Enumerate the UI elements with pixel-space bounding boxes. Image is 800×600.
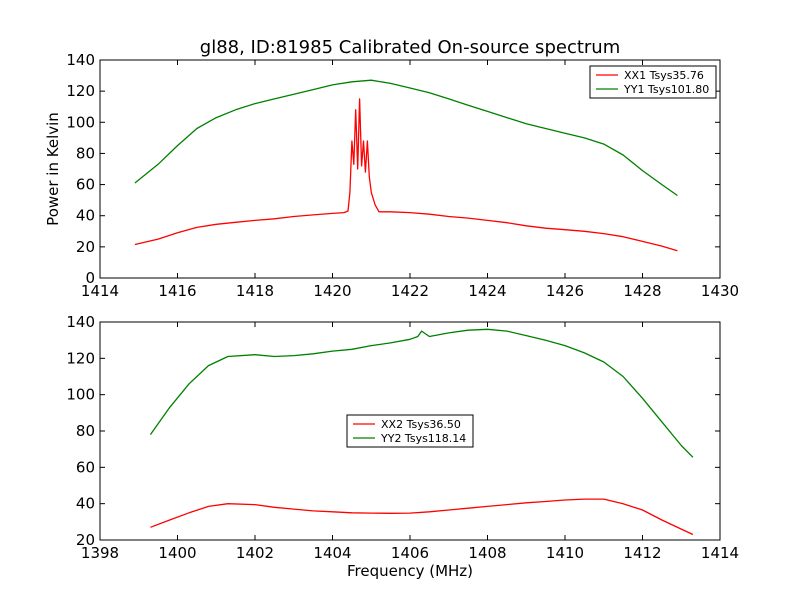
y-tick-label: 20 [76,238,95,256]
x-tick-label: 1412 [623,544,661,562]
legend-label: XX1 Tsys35.76 [624,69,704,82]
x-tick-label: 1420 [313,282,351,300]
series-line-xx2 [150,498,694,536]
y-tick-label: 80 [76,144,95,162]
y-tick-label: 100 [66,113,95,131]
x-tick-label: 1416 [158,282,196,300]
x-tick-label: 1424 [468,282,506,300]
y-tick-label: 120 [66,82,95,100]
y-tick-label: 140 [66,313,95,331]
x-tick-label: 1422 [391,282,429,300]
legend-box [346,414,474,448]
figure-title: gl88, ID:81985 Calibrated On-source spec… [200,37,620,58]
y-tick-label: 60 [76,176,95,194]
x-tick-label: 1398 [81,544,119,562]
y-tick-label: 60 [76,458,95,476]
y-tick-label: 120 [66,349,95,367]
y-tick-label: 80 [76,422,95,440]
x-tick-label: 1410 [546,544,584,562]
x-tick-label: 1414 [701,544,739,562]
x-tick-label: 1414 [81,282,119,300]
x-tick-label: 1400 [158,544,196,562]
bottom-spectrum-panel: 1398 1400 1402 1404 1406 1408 1410 1412 1414 20 40… [66,313,739,580]
x-tick-label: 1426 [546,282,584,300]
legend-label: YY1 Tsys101.80 [623,83,709,96]
y-tick-label: 40 [76,495,95,513]
x-tick-label: 1402 [236,544,274,562]
x-tick-label: 1418 [236,282,274,300]
y-tick-label: 0 [85,269,95,287]
x-tick-label: 1406 [391,544,429,562]
x-tick-label: 1404 [313,544,351,562]
top-spectrum-panel: 1414 1416 1418 1420 1422 1424 1426 1428 1430 0 20 4… [44,51,739,300]
y-tick-label: 40 [76,207,95,225]
x-tick-label: 1408 [468,544,506,562]
y-tick-label: 20 [76,531,95,549]
legend-label: YY2 Tsys118.14 [380,432,466,445]
legend-box [589,65,717,99]
series-line-yy1 [134,79,678,197]
legend-label: XX2 Tsys36.50 [381,418,461,431]
y-tick-label: 100 [66,386,95,404]
x-tick-label: 1430 [701,282,739,300]
y-axis-label: Power in Kelvin [44,112,62,226]
series-line-xx1 [134,98,678,252]
x-tick-label: 1428 [623,282,661,300]
x-axis-label: Frequency (MHz) [347,562,473,580]
series-line-yy2 [149,328,694,458]
y-tick-label: 140 [66,51,95,69]
